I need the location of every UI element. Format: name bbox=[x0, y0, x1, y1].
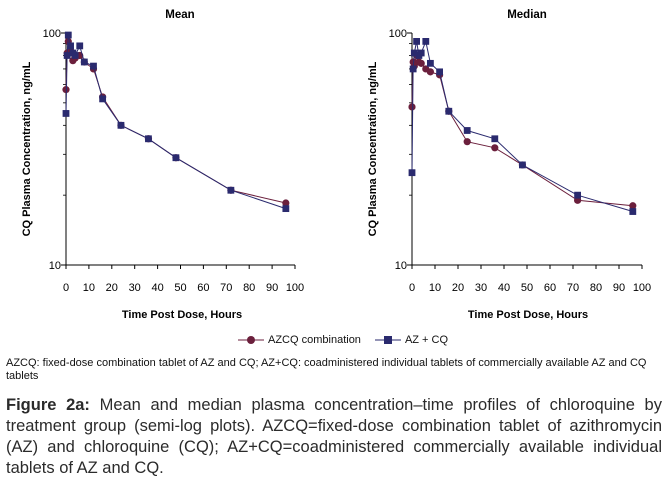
panel-2-point-az-cq bbox=[422, 38, 430, 45]
legend-label-az-cq: AZ + CQ bbox=[404, 334, 449, 346]
panel-1-point-az-cq bbox=[117, 121, 125, 129]
panel-2-point-az-cq bbox=[436, 68, 443, 76]
panel-1-x-tick-label: 90 bbox=[266, 282, 278, 294]
panel-2-point-az-cq bbox=[463, 127, 471, 134]
panel-1-point-az-cq bbox=[62, 110, 70, 117]
caption-label: Figure 2a: bbox=[6, 396, 90, 414]
panel-2-point-az-cq bbox=[417, 49, 425, 57]
footnote: AZCQ: fixed-dose combination tablet of A… bbox=[6, 357, 647, 382]
panel-2-title: Median bbox=[507, 9, 547, 21]
panel-1-x-axis-label: Time Post Dose, Hours bbox=[122, 309, 242, 320]
panel-2-x-tick-label: 60 bbox=[544, 282, 556, 294]
charts-area: Mean CQ Plasma Concentration, ng/mL Time P… bbox=[21, 9, 651, 320]
panel-1-point-az-cq bbox=[64, 31, 72, 39]
panel-1-x-tick-label: 80 bbox=[243, 282, 255, 294]
panel-1-point-azcq bbox=[282, 199, 290, 207]
panel-2-point-azcq bbox=[463, 138, 471, 146]
panel-1-point-az-cq bbox=[90, 62, 97, 70]
panel-2-x-tick-label: 50 bbox=[521, 282, 533, 294]
panel-2-series-line-2 bbox=[411, 39, 633, 212]
panel-1-y-axis-label: CQ Plasma Concentration, ng/mL bbox=[21, 61, 33, 236]
panel-2-x-tick-label: 30 bbox=[475, 282, 487, 294]
panel-2-point-az-cq bbox=[409, 65, 417, 73]
panel-1-series-line-2 bbox=[65, 34, 286, 210]
panel-1-point-az-cq bbox=[145, 135, 152, 143]
panel-2-x-tick-label: 70 bbox=[567, 282, 579, 294]
panel-2-point-az-cq bbox=[574, 191, 581, 199]
figure-caption: Figure 2a: Mean and median plasma concen… bbox=[6, 395, 662, 479]
panel-1-x-tick-label: 100 bbox=[286, 282, 304, 294]
legend: AZCQ combination AZ + CQ bbox=[238, 332, 462, 348]
panel-2-x-tick-label: 90 bbox=[613, 282, 625, 294]
panel-2-point-az-cq bbox=[408, 169, 416, 177]
panel-2-point-azcq bbox=[491, 144, 499, 152]
panel-1-point-az-cq bbox=[80, 58, 88, 66]
panel-2-point-az-cq bbox=[410, 49, 418, 57]
panel-1-x-tick-label: 50 bbox=[174, 282, 186, 294]
panel-1-x-tick-label: 0 bbox=[63, 282, 69, 294]
panel-2-x-tick-label: 0 bbox=[409, 282, 415, 294]
panel-1-point-az-cq bbox=[282, 205, 290, 213]
panel-1-point-az-cq bbox=[67, 42, 74, 50]
panel-2-point-az-cq bbox=[491, 135, 499, 143]
legend-item-azcq-coadmin: AZ + CQ bbox=[374, 334, 449, 346]
caption-text: Mean and median plasma concentration–tim… bbox=[6, 396, 662, 477]
panel-2-x-axis-label: Time Post Dose, Hours bbox=[468, 309, 588, 320]
panel-1-y-tick-label: 100 bbox=[43, 28, 61, 40]
panel-2-x-tick-label: 40 bbox=[498, 282, 510, 294]
panel-2-point-azcq bbox=[408, 103, 416, 111]
panel-2-point-azcq bbox=[629, 202, 637, 210]
panel-1-x-tick-label: 20 bbox=[106, 282, 118, 294]
panel-1-point-az-cq bbox=[76, 42, 84, 50]
panel-1-title: Mean bbox=[165, 9, 194, 21]
panel-2-series-line-1 bbox=[411, 53, 633, 207]
panel-2-point-az-cq bbox=[413, 38, 420, 45]
panel-1-x-tick-label: 10 bbox=[83, 282, 95, 294]
panel-2-point-az-cq bbox=[519, 161, 526, 169]
panel-2-point-az-cq bbox=[629, 208, 637, 215]
panel-1-point-az-cq bbox=[71, 52, 79, 59]
panel-1-series-line-1 bbox=[65, 41, 286, 204]
panel-2-y-axis-label: CQ Plasma Concentration, ng/mL bbox=[367, 61, 379, 236]
panel-1-x-tick-label: 70 bbox=[220, 282, 232, 294]
panel-2-x-tick-label: 100 bbox=[633, 282, 651, 294]
panel-1-x-tick-label: 40 bbox=[151, 282, 163, 294]
legend-marker-circle-icon bbox=[238, 336, 264, 344]
legend-marker-square-icon bbox=[374, 336, 401, 344]
panel-2-point-az-cq bbox=[427, 59, 434, 67]
panel-2-y-tick-label: 10 bbox=[395, 260, 407, 272]
legend-label-azcq: AZCQ combination bbox=[268, 334, 361, 346]
panel-1-x-tick-label: 30 bbox=[129, 282, 141, 294]
panel-1-point-az-cq bbox=[63, 52, 71, 59]
panel-2-x-tick-label: 80 bbox=[590, 282, 602, 294]
panel-1-x-tick-label: 60 bbox=[197, 282, 209, 294]
panel-2-point-az-cq bbox=[445, 107, 453, 115]
panel-2-y-tick-label: 100 bbox=[389, 28, 407, 40]
panel-2-x-tick-label: 10 bbox=[429, 282, 441, 294]
panel-2-point-azcq bbox=[417, 59, 425, 67]
legend-item-azcq: AZCQ combination bbox=[238, 334, 361, 346]
panel-1-point-az-cq bbox=[172, 154, 180, 162]
panel-2-x-tick-label: 20 bbox=[452, 282, 464, 294]
panel-1-y-tick-label: 10 bbox=[49, 260, 61, 272]
panel-1-point-az-cq bbox=[227, 186, 235, 194]
panel-1-point-az-cq bbox=[99, 95, 107, 103]
panel-2-point-azcq bbox=[426, 68, 434, 76]
